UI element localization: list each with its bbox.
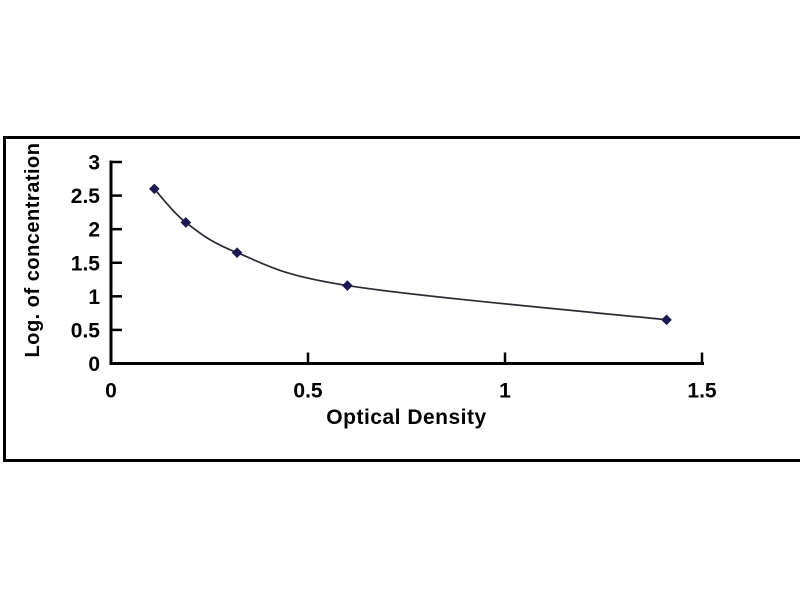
curve-line <box>153 188 667 321</box>
y-axis-label: Log. of concentration <box>22 142 44 358</box>
data-point-marker <box>180 217 192 228</box>
x-axis-label: Optical Density <box>326 406 487 429</box>
x-tick-label: 0 <box>105 380 117 403</box>
y-tick-label: 2 <box>88 219 100 242</box>
x-tick-label: 1.5 <box>687 380 717 403</box>
y-tick-label: 3 <box>88 152 100 175</box>
data-point-marker <box>342 280 353 291</box>
y-tick-label: 1 <box>88 286 100 309</box>
data-point-marker <box>149 183 160 195</box>
data-point-marker <box>661 314 672 326</box>
x-tick-label: 1 <box>499 380 511 403</box>
chart-frame <box>3 136 800 462</box>
data-point-marker <box>231 247 243 258</box>
x-tick-label: 0.5 <box>293 380 323 403</box>
y-tick-label: 0.5 <box>71 319 101 342</box>
y-tick-label: 1.5 <box>71 252 101 275</box>
axis-lines <box>109 160 704 365</box>
y-tick-label: 0 <box>88 353 100 376</box>
y-tick-label: 2.5 <box>71 185 101 208</box>
